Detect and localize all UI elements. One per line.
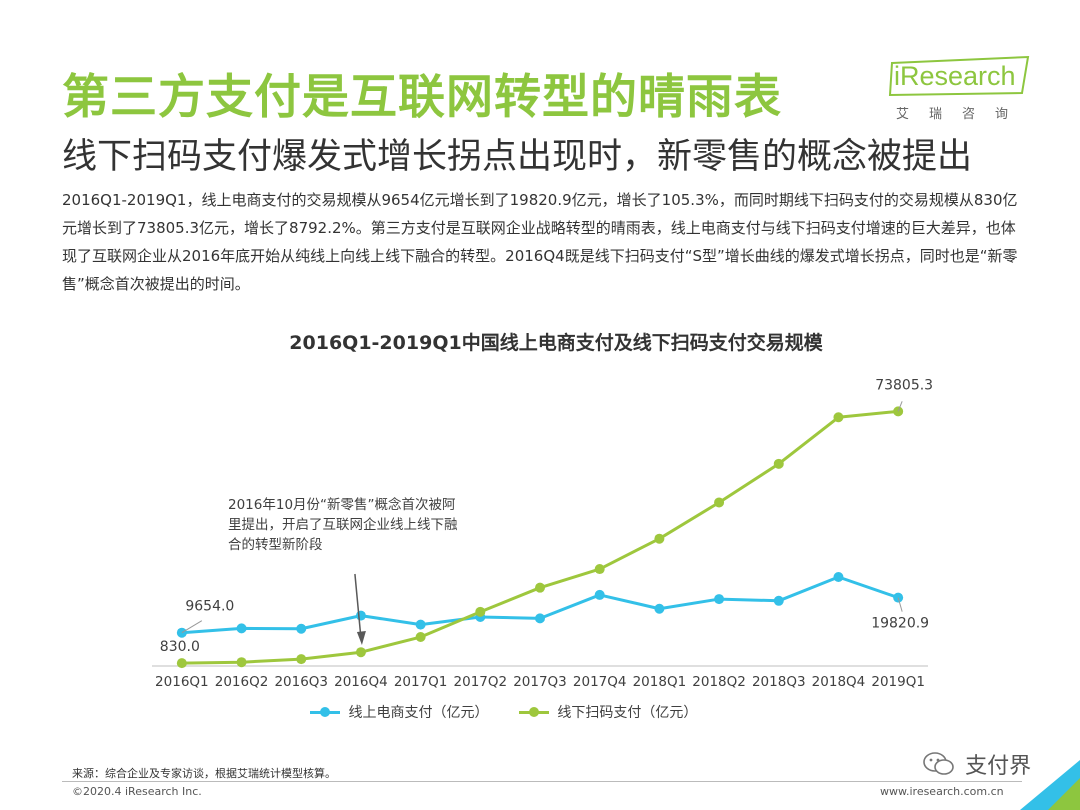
data-label: 830.0 [160, 639, 200, 655]
data-label-leader [897, 597, 903, 612]
page-subtitle: 线下扫码支付爆发式增长拐点出现时，新零售的概念被提出 [62, 137, 973, 177]
data-label: 9654.0 [185, 599, 234, 615]
series-1-point [296, 654, 307, 665]
x-tick-label: 2017Q2 [454, 674, 508, 690]
x-tick-label: 2016Q3 [274, 674, 328, 690]
series-1-point [535, 582, 545, 593]
chart-legend: 线上电商支付（亿元） 线下扫码支付（亿元） [310, 702, 723, 726]
series-1-point [773, 458, 784, 469]
series-0-point [236, 623, 247, 634]
series-0-point [714, 594, 725, 605]
annotation-arrow-head [356, 631, 366, 645]
wechat-account-name: 支付界 [965, 754, 1032, 779]
x-tick-label: 2019Q1 [871, 674, 925, 690]
series-1-point [415, 632, 426, 643]
legend-swatch-online [310, 706, 340, 717]
series-1-point [475, 606, 486, 617]
data-label: 73805.3 [875, 377, 933, 393]
x-tick-label: 2016Q2 [215, 674, 269, 690]
data-label: 19820.9 [871, 616, 929, 632]
series-1-point [833, 412, 844, 423]
series-0-point [594, 589, 605, 600]
logo-chinese-text: 艾瑞咨询 [896, 107, 1029, 122]
x-tick-label: 2017Q3 [513, 674, 567, 690]
legend-swatch-offline [518, 706, 549, 717]
x-tick-label: 2016Q4 [334, 674, 388, 690]
corner-decoration [1020, 760, 1080, 810]
series-1-point [176, 658, 187, 669]
series-0-point [415, 619, 426, 630]
series-0-point [833, 571, 844, 582]
series-0-point [773, 595, 784, 606]
series-1-point [654, 533, 665, 544]
series-0-point [296, 623, 307, 634]
wechat-watermark: 支付界 [922, 748, 1032, 779]
x-tick-label: 2018Q1 [633, 674, 687, 690]
page-title: 第三方支付是互联网转型的晴雨表 [62, 70, 782, 125]
legend-label-online: 线上电商支付（亿元） [348, 705, 489, 721]
copyright-text: ©2020.4 iResearch Inc. [72, 785, 202, 798]
data-label-leader [897, 401, 903, 412]
summary-paragraph: 2016Q1-2019Q1，线上电商支付的交易规模从9654亿元增长到了1982… [62, 191, 1018, 293]
series-1-point [714, 497, 725, 508]
series-0-point [654, 603, 665, 614]
x-tick-label: 2017Q4 [573, 674, 627, 690]
legend-label-offline: 线下扫码支付（亿元） [557, 705, 698, 721]
series-1-point [236, 657, 247, 668]
legend-item-online: 线上电商支付（亿元） [310, 702, 488, 722]
annotation-arrow-line [354, 573, 362, 639]
footer-divider [62, 781, 1022, 782]
series-1-point [594, 564, 605, 575]
logo-swoosh-icon [888, 55, 1030, 97]
chart-annotation: 2016年10月份“新零售”概念首次被阿里提出，开启了互联网企业线上线下融合的转… [228, 497, 458, 553]
x-tick-label: 2018Q3 [752, 674, 806, 690]
series-0-point [355, 610, 366, 621]
x-tick-label: 2018Q2 [692, 674, 746, 690]
source-note: 来源：综合企业及专家访谈，根据艾瑞统计模型核算。 [72, 767, 336, 780]
website-link[interactable]: www.iresearch.com.cn [880, 785, 1004, 798]
chart-title: 2016Q1-2019Q1中国线上电商支付及线下扫码支付交易规模 [289, 332, 823, 354]
x-tick-label: 2016Q1 [155, 674, 209, 690]
iresearch-logo: iResearch 艾瑞咨询 [888, 55, 1038, 125]
series-1-point [355, 647, 366, 658]
x-tick-label: 2017Q1 [394, 674, 448, 690]
data-label-leader [181, 620, 203, 634]
wechat-icon [923, 752, 954, 775]
x-tick-label: 2018Q4 [812, 674, 866, 690]
legend-item-offline: 线下扫码支付（亿元） [518, 702, 698, 722]
series-0-point [535, 613, 545, 624]
logo-brand-text: iResearch [894, 61, 1016, 91]
